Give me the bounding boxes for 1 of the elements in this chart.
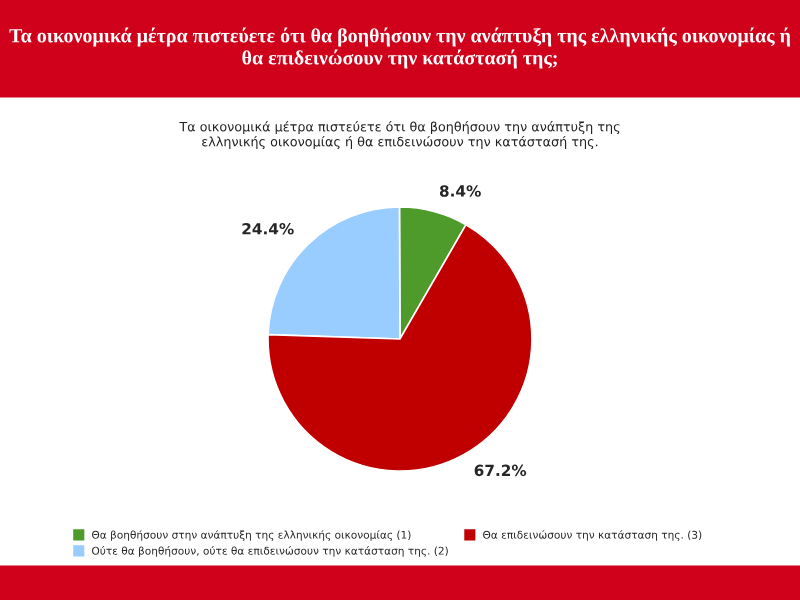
chart-title: Τα οικονομικά μέτρα πιστεύετε ότι θα βοηθήσουν την ανάπτυξη της ελληνικής οικονομίας ή θα επιδεινώσουν την κατάστασή της; xyxy=(9,27,791,69)
